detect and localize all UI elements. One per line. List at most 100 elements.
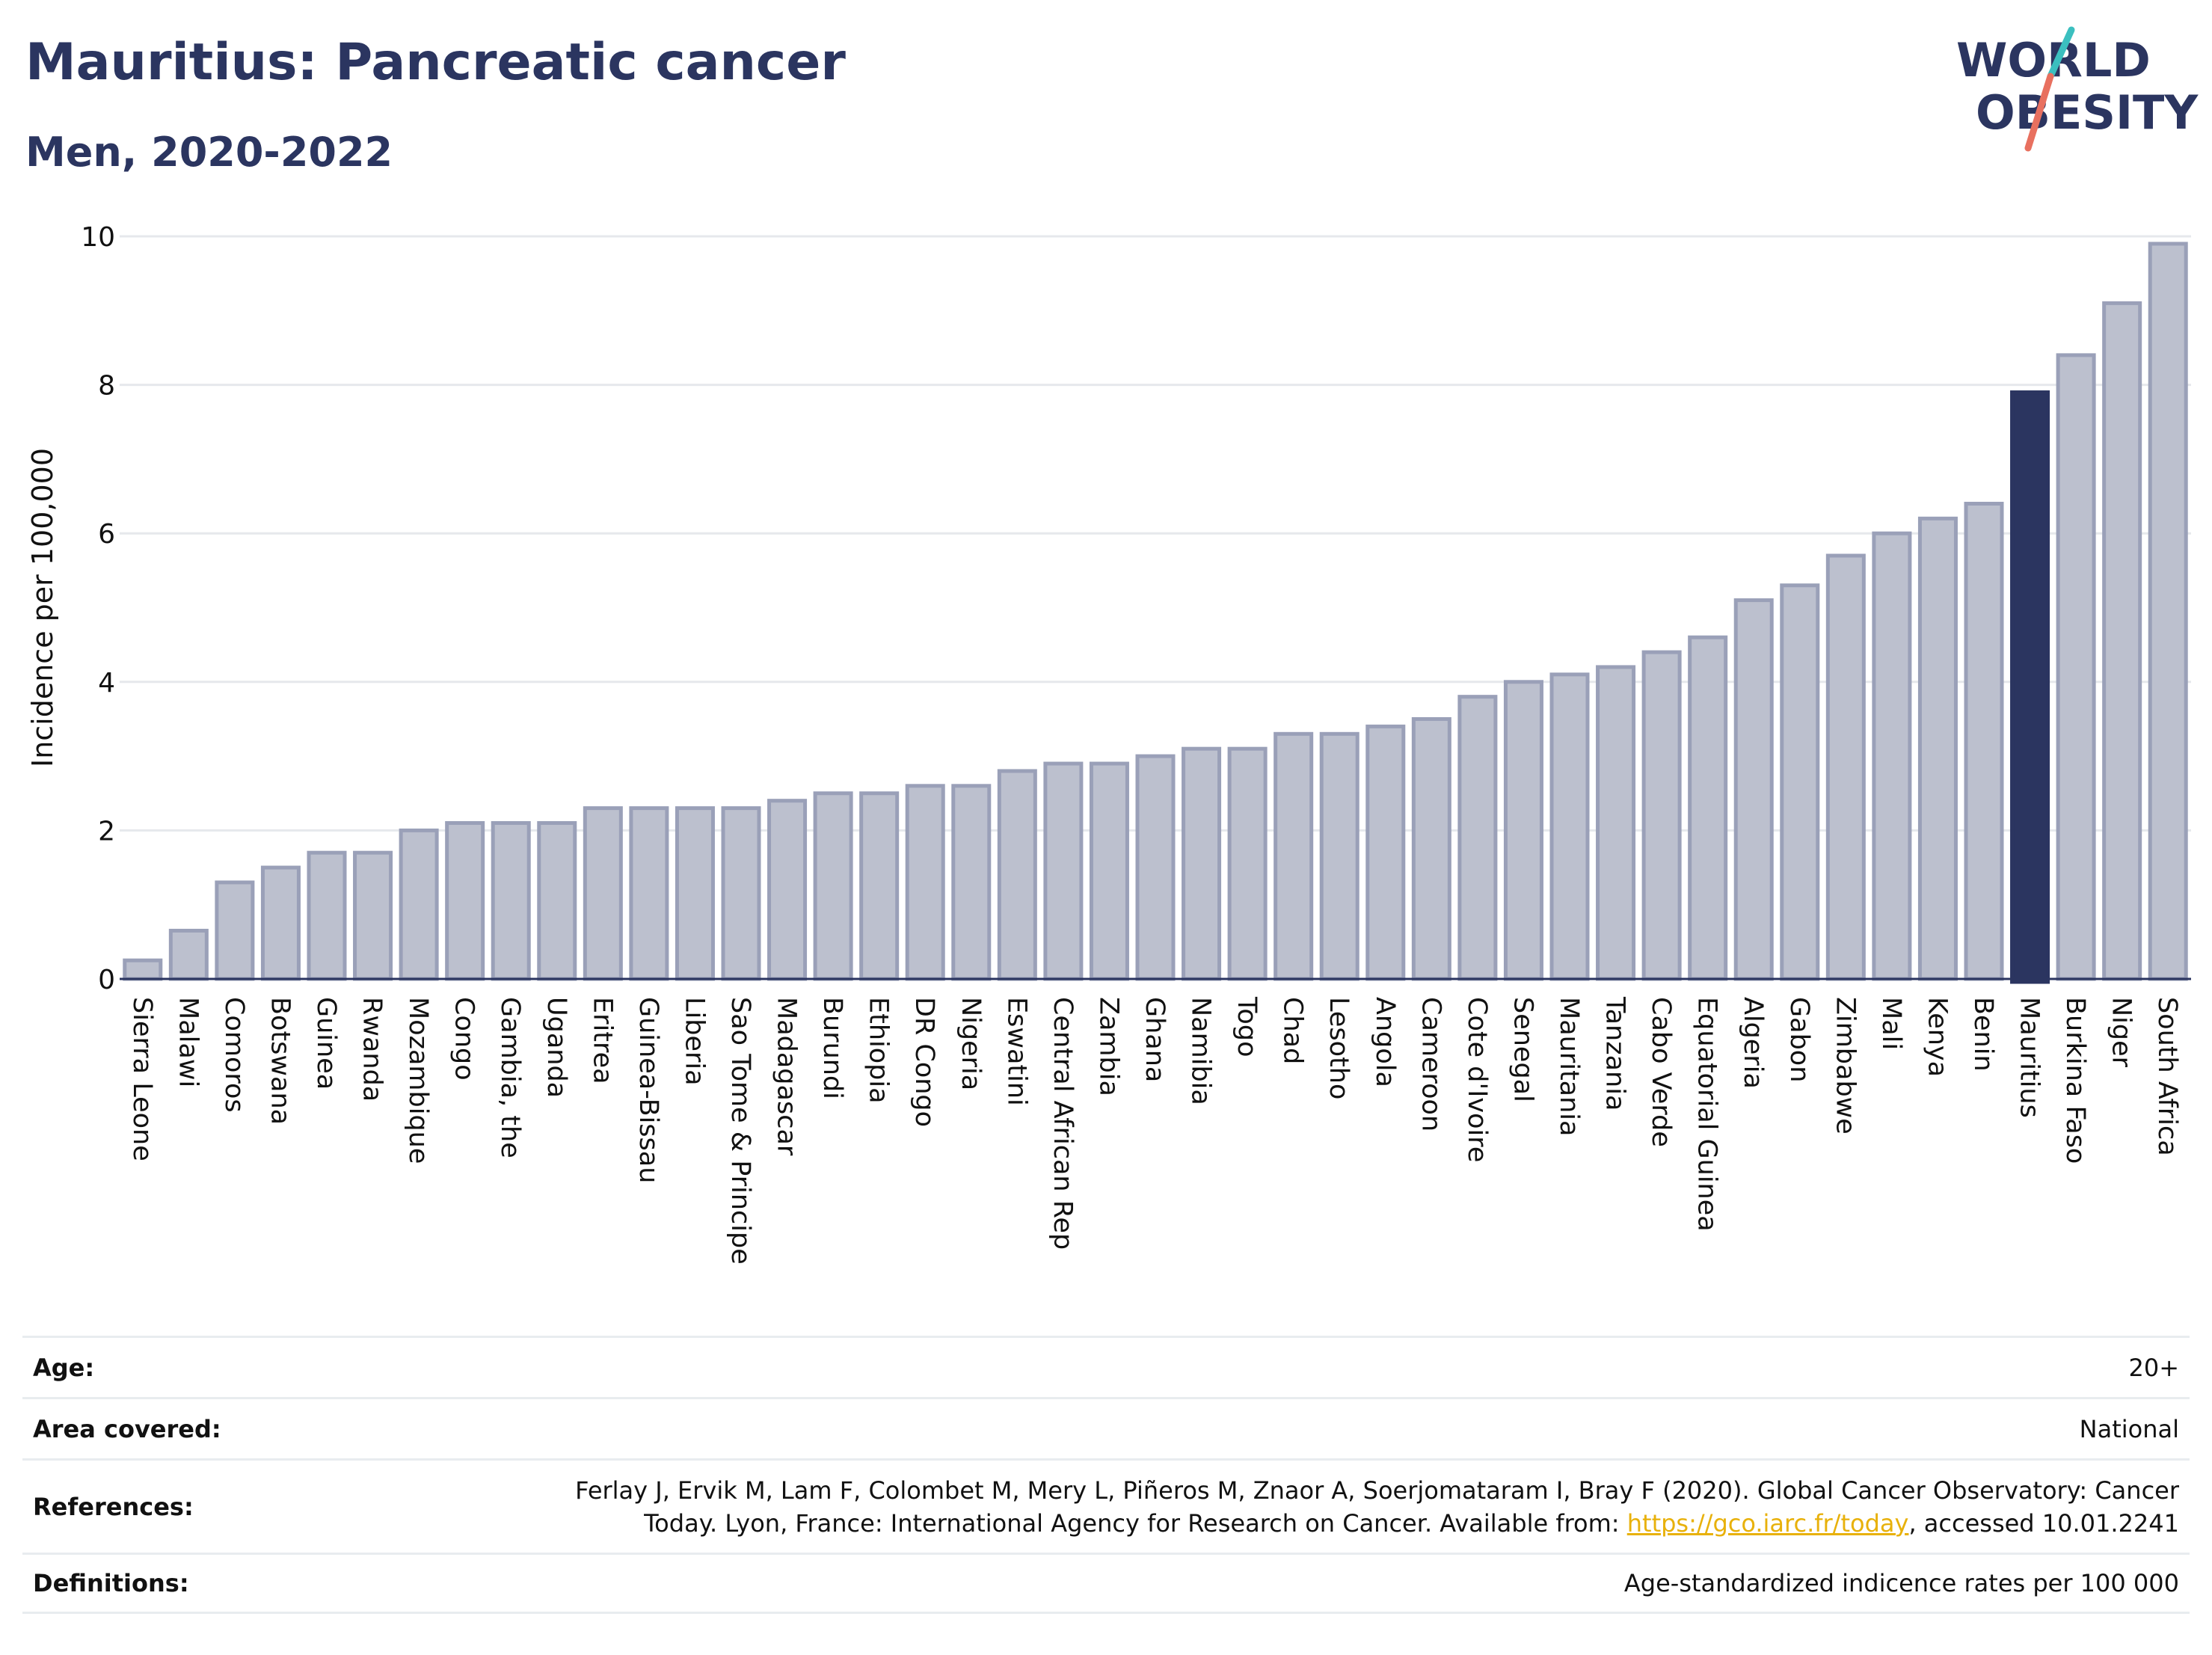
info-row-area: Area covered: National <box>22 1397 2190 1458</box>
x-tick-label: Togo <box>1232 996 1262 1057</box>
y-tick-label: 2 <box>98 816 115 847</box>
x-tick-label: Equatorial Guinea <box>1692 997 1722 1232</box>
bar-chart: 0 2 4 6 8 10 Sierra Leone Malawi Comoros Botswan… <box>26 222 2191 1265</box>
bar-liberia <box>675 806 715 981</box>
x-tick-label: Senegal <box>1508 997 1537 1102</box>
bar-senegal <box>1503 680 1543 981</box>
bar-cameroon <box>1411 716 1451 981</box>
references-line2-post: , accessed 10.01.2241 <box>1908 1508 2179 1538</box>
x-tick-label: Gambia, the <box>495 997 525 1158</box>
bar-mauritius <box>2010 390 2050 984</box>
x-tick-label: Ghana <box>1140 997 1170 1082</box>
bar-mali <box>1872 531 1912 981</box>
x-tick-label: South Africa <box>2152 997 2182 1156</box>
bar-gambia-the <box>491 820 531 981</box>
area-label: Area covered: <box>33 1414 221 1443</box>
references-label: References: <box>33 1492 194 1521</box>
bar-tanzania <box>1596 665 1636 981</box>
bar-cote-d-ivoire <box>1457 695 1498 981</box>
y-tick-labels: 0 2 4 6 8 10 <box>81 222 115 995</box>
info-row-definitions: Definitions: Age-standardized indicence … <box>22 1553 2190 1614</box>
x-tick-label: Zimbabwe <box>1830 997 1860 1134</box>
x-tick-label: Congo <box>449 997 479 1081</box>
x-tick-label: Malawi <box>173 997 203 1087</box>
bar-nigeria <box>951 784 992 981</box>
age-label: Age: <box>33 1353 95 1382</box>
x-tick-label: Niger <box>2107 997 2136 1068</box>
logo-slash-teal <box>2047 26 2075 80</box>
bar-south-africa <box>2148 242 2188 981</box>
x-tick-label: Burkina Faso <box>2060 997 2090 1164</box>
bar-eritrea <box>583 806 623 981</box>
x-tick-label: Gabon <box>1784 997 1814 1082</box>
bar-congo <box>445 820 485 981</box>
x-tick-label: Botswana <box>265 997 295 1125</box>
bar-niger <box>2102 301 2142 981</box>
x-tick-label: Lesotho <box>1324 997 1354 1099</box>
bar-burundi <box>813 791 853 981</box>
bar-mauritania <box>1549 672 1590 981</box>
definitions-label: Definitions: <box>33 1569 189 1597</box>
x-tick-label: Guinea-Bissau <box>633 997 663 1183</box>
bar-zambia <box>1089 761 1129 981</box>
bar-mozambique <box>399 828 439 981</box>
references-line2-pre: Today. Lyon, France: International Agenc… <box>644 1508 1627 1538</box>
bar-algeria <box>1733 598 1774 981</box>
bar-sao-tome-principe <box>721 806 761 981</box>
definitions-value: Age-standardized indicence rates per 100… <box>1623 1569 2179 1597</box>
x-tick-label: Tanzania <box>1600 996 1630 1111</box>
info-row-references: References: Ferlay J, Ervik M, Lam F, Co… <box>22 1458 2190 1553</box>
x-tick-label: DR Congo <box>909 997 939 1127</box>
bar-namibia <box>1182 746 1222 981</box>
logo-word-obesity: OBESITY <box>1976 85 2199 140</box>
bar-comoros <box>215 880 255 981</box>
x-tick-label: Ethiopia <box>864 997 894 1104</box>
bars <box>123 242 2188 984</box>
references-value: Ferlay J, Ervik M, Lam F, Colombet M, Me… <box>575 1474 2179 1540</box>
x-tick-label: Sierra Leone <box>127 997 157 1161</box>
references-line1: Ferlay J, Ervik M, Lam F, Colombet M, Me… <box>575 1476 2179 1505</box>
age-value: 20+ <box>2128 1353 2179 1382</box>
bar-benin <box>1964 501 2004 981</box>
x-tick-label: Guinea <box>311 997 341 1090</box>
bar-malawi <box>168 928 209 981</box>
x-tick-label: Benin <box>1968 997 1998 1072</box>
bar-rwanda <box>353 850 393 981</box>
bar-ghana <box>1135 754 1176 981</box>
bar-togo <box>1227 746 1268 981</box>
bar-eswatini <box>997 769 1037 981</box>
x-tick-label: Mozambique <box>403 997 433 1164</box>
x-tick-label: Zambia <box>1093 997 1123 1096</box>
y-tick-label: 6 <box>98 519 115 550</box>
x-tick-label: Sao Tome & Principe <box>725 997 755 1265</box>
x-tick-label: Rwanda <box>357 997 387 1102</box>
bar-guinea-bissau <box>629 806 669 981</box>
logo-word-world: WORLD <box>1956 33 2151 87</box>
y-tick-label: 8 <box>98 371 115 402</box>
bar-burkina-faso <box>2056 353 2096 981</box>
bar-uganda <box>537 820 577 981</box>
bar-madagascar <box>767 799 808 981</box>
x-tick-label: Eswatini <box>1001 997 1031 1106</box>
x-tick-label: Mauritania <box>1554 997 1584 1136</box>
bar-equatorial-guinea <box>1688 635 1728 981</box>
bar-chad <box>1274 731 1314 981</box>
chart-subtitle: Men, 2020-2022 <box>25 129 393 176</box>
chart-title: Mauritius: Pancreatic cancer <box>25 33 846 92</box>
x-tick-labels: Sierra Leone Malawi Comoros Botswana Guinea R… <box>127 996 2182 1265</box>
world-obesity-logo: WORLD OBESITY <box>1956 26 2199 152</box>
x-tick-label: Kenya <box>1922 997 1952 1077</box>
bar-sierra-leone <box>123 958 163 981</box>
x-tick-label: Angola <box>1370 997 1400 1087</box>
x-tick-label: Cote d'Ivoire <box>1462 997 1492 1162</box>
x-tick-label: Cameroon <box>1416 997 1446 1132</box>
y-tick-label: 0 <box>98 965 115 995</box>
bar-botswana <box>260 865 301 981</box>
bar-zimbabwe <box>1825 553 1866 981</box>
area-value: National <box>2079 1414 2179 1443</box>
info-row-age: Age: 20+ <box>22 1336 2190 1397</box>
x-tick-label: Eritrea <box>587 997 617 1084</box>
bar-kenya <box>1917 516 1958 981</box>
x-tick-label: Mali <box>1876 997 1906 1050</box>
references-link[interactable]: https://gco.iarc.fr/today <box>1626 1508 1909 1538</box>
